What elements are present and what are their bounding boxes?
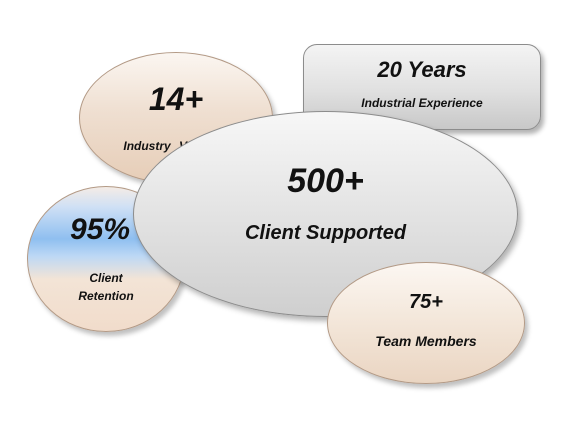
client-retention-label-line2: Retention: [78, 289, 134, 303]
industrial-experience-value: 20 Years: [377, 57, 467, 82]
team-members-value: 75+: [409, 291, 443, 313]
client-retention-value: 95%: [69, 213, 131, 246]
industrial-experience-box: 20 Years Industrial Experience: [303, 44, 541, 130]
client-retention-label-line1: Client: [89, 271, 123, 285]
industry-verticals-value: 14+: [148, 81, 204, 117]
clients-supported-value: 500+: [287, 162, 364, 200]
industrial-experience-label: Industrial Experience: [361, 96, 483, 110]
team-members-circle: 75+ Team Members: [327, 262, 525, 384]
team-members-label: Team Members: [375, 333, 477, 349]
clients-supported-label: Client Supported: [244, 222, 407, 244]
